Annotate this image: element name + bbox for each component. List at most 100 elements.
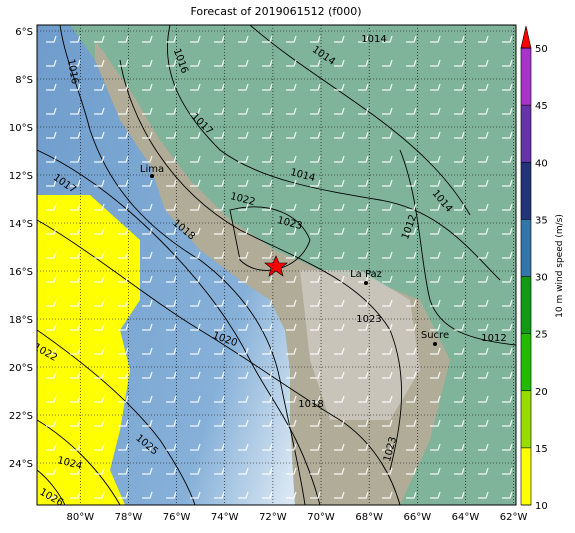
wind-barb	[406, 467, 417, 475]
wind-barb	[238, 443, 249, 451]
wind-barb	[286, 395, 297, 403]
wind-barb	[406, 299, 417, 307]
colorbar-segment	[521, 390, 531, 448]
wind-barb	[118, 59, 129, 67]
colorbar-tick-label: 40	[535, 158, 548, 169]
wind-barb	[70, 443, 81, 451]
wind-barb	[406, 419, 417, 427]
wind-barb	[382, 419, 393, 427]
wind-barb	[310, 395, 321, 403]
wind-barb	[94, 491, 105, 499]
wind-barb	[454, 299, 465, 307]
wind-barb	[166, 35, 177, 43]
wind-barb	[190, 35, 201, 43]
wind-barb	[70, 419, 81, 427]
wind-barb	[118, 371, 129, 379]
wind-barb	[478, 35, 489, 43]
colorbar-segment	[521, 219, 531, 277]
wind-barb	[334, 131, 345, 139]
wind-barb	[286, 419, 297, 427]
wind-barb	[190, 443, 201, 451]
wind-barb	[70, 299, 81, 307]
wind-barb	[142, 59, 153, 67]
city-label: Sucre	[421, 330, 449, 341]
wind-barb	[262, 155, 273, 163]
wind-barb	[406, 395, 417, 403]
wind-barb	[238, 299, 249, 307]
wind-barb	[454, 203, 465, 211]
wind-barb	[118, 155, 129, 163]
wind-barb	[46, 323, 57, 331]
wind-barb	[430, 443, 441, 451]
wind-barb	[190, 347, 201, 355]
wind-barb	[70, 371, 81, 379]
wind-barb	[382, 131, 393, 139]
wind-barb	[382, 275, 393, 283]
wind-barb	[286, 371, 297, 379]
wind-barb	[238, 371, 249, 379]
wind-barb	[478, 251, 489, 259]
wind-barb	[118, 323, 129, 331]
colorbar-segment	[521, 276, 531, 334]
wind-barb	[118, 419, 129, 427]
wind-barb	[118, 467, 129, 475]
wind-barb	[166, 347, 177, 355]
wind-barb	[118, 275, 129, 283]
wind-barb	[214, 59, 225, 67]
wind-barb	[310, 299, 321, 307]
wind-barb	[478, 131, 489, 139]
wind-barb	[70, 323, 81, 331]
wind-barb	[286, 59, 297, 67]
wind-barb	[310, 491, 321, 499]
wind-barb	[478, 107, 489, 115]
wind-barb	[382, 107, 393, 115]
wind-barb	[406, 203, 417, 211]
wind-barb	[166, 83, 177, 91]
wind-barb	[358, 107, 369, 115]
wind-barb	[358, 251, 369, 259]
wind-barb	[46, 419, 57, 427]
wind-barb	[142, 443, 153, 451]
wind-barb	[118, 35, 129, 43]
wind-barb	[334, 299, 345, 307]
wind-barb	[286, 251, 297, 259]
wind-barb	[118, 203, 129, 211]
wind-barb	[310, 131, 321, 139]
wind-barb	[70, 35, 81, 43]
wind-barb	[118, 395, 129, 403]
wind-barb	[142, 179, 153, 187]
colorbar-tick-label: 45	[535, 101, 548, 112]
wind-barb	[46, 395, 57, 403]
lat-label: 20°S	[9, 363, 33, 374]
wind-barb	[214, 347, 225, 355]
wind-barb	[142, 491, 153, 499]
wind-barb	[70, 83, 81, 91]
colorbar-segment	[521, 447, 531, 505]
wind-barb	[262, 347, 273, 355]
wind-barb	[46, 131, 57, 139]
wind-barb	[118, 179, 129, 187]
wind-barb	[382, 35, 393, 43]
wind-barb	[286, 443, 297, 451]
lat-label: 14°S	[9, 219, 33, 230]
wind-barb	[406, 347, 417, 355]
wind-barb	[238, 467, 249, 475]
wind-barb	[46, 59, 57, 67]
wind-barb	[142, 371, 153, 379]
wind-barb	[142, 107, 153, 115]
wind-barb	[214, 395, 225, 403]
wind-barb	[334, 107, 345, 115]
wind-barb	[430, 203, 441, 211]
wind-barb	[46, 251, 57, 259]
city-dot	[150, 174, 154, 178]
wind-barb	[142, 155, 153, 163]
wind-barb	[166, 275, 177, 283]
wind-barb	[46, 179, 57, 187]
wind-barb	[406, 155, 417, 163]
wind-barb	[358, 83, 369, 91]
wind-barb	[190, 491, 201, 499]
wind-barb	[430, 227, 441, 235]
wind-barb	[70, 107, 81, 115]
wind-barb	[430, 83, 441, 91]
